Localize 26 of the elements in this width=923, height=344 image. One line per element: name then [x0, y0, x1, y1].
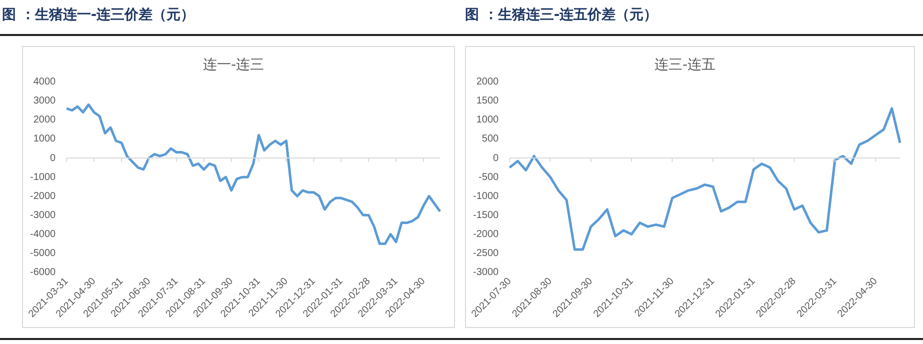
y-tick-label: -3000	[30, 210, 56, 221]
y-tick-label: 0	[50, 152, 56, 164]
y-tick-label: -2000	[473, 228, 500, 240]
chart-subtitle: 图 ：生猪连一-连三价差（元）	[2, 6, 195, 24]
y-tick-label: 2000	[476, 76, 500, 88]
y-tick-label: 2000	[33, 114, 56, 126]
y-tick-label: 4000	[33, 76, 56, 88]
y-tick-label: 500	[482, 134, 500, 145]
y-tick-label: -3000	[473, 267, 500, 278]
y-tick-label: -500	[478, 172, 500, 183]
chart-title: 连一-连三	[202, 57, 264, 74]
y-tick-label: 3000	[33, 96, 56, 107]
y-tick-label: -1500	[473, 210, 500, 221]
y-tick-label: -1000	[30, 172, 56, 183]
chart-subtitle: 图 ：生猪连三-连五价差（元）	[465, 6, 658, 24]
y-tick-label: 0	[493, 152, 500, 164]
y-tick-label: 1500	[476, 96, 500, 107]
y-tick-label: -2000	[30, 190, 56, 202]
y-tick-label: -5000	[30, 248, 56, 260]
y-tick-label: -6000	[30, 267, 56, 278]
y-tick-label: -1000	[473, 190, 500, 202]
y-tick-label: 1000	[33, 134, 56, 145]
y-tick-label: -4000	[30, 228, 56, 240]
y-tick-label: -2500	[473, 248, 500, 260]
chart-title: 连三-连五	[654, 57, 716, 74]
y-tick-label: 1000	[476, 114, 500, 126]
